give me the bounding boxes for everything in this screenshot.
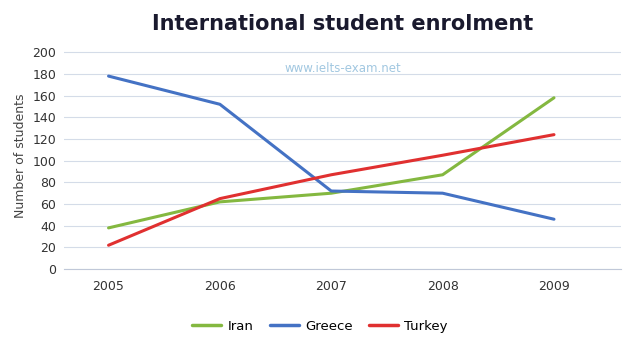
Iran (328, 191, 335, 195)
Iran (439, 173, 447, 177)
Legend: Iran, Greece, Turkey: Iran, Greece, Turkey (187, 315, 453, 338)
Turkey (105, 243, 113, 247)
Line: Greece: Greece (109, 76, 554, 219)
Line: Turkey: Turkey (109, 135, 554, 245)
Greece (439, 191, 447, 195)
Turkey (550, 132, 558, 137)
Iran (550, 96, 558, 100)
Iran (105, 226, 113, 230)
Turkey (439, 153, 447, 157)
Text: www.ielts-exam.net: www.ielts-exam.net (284, 62, 401, 75)
Turkey (328, 173, 335, 177)
Greece (550, 217, 558, 221)
Turkey (216, 197, 224, 201)
Iran (216, 200, 224, 204)
Greece (216, 102, 224, 106)
Y-axis label: Number of students: Number of students (14, 93, 27, 217)
Greece (328, 189, 335, 193)
Greece (105, 74, 113, 78)
Line: Iran: Iran (109, 98, 554, 228)
Title: International student enrolment: International student enrolment (152, 14, 533, 34)
